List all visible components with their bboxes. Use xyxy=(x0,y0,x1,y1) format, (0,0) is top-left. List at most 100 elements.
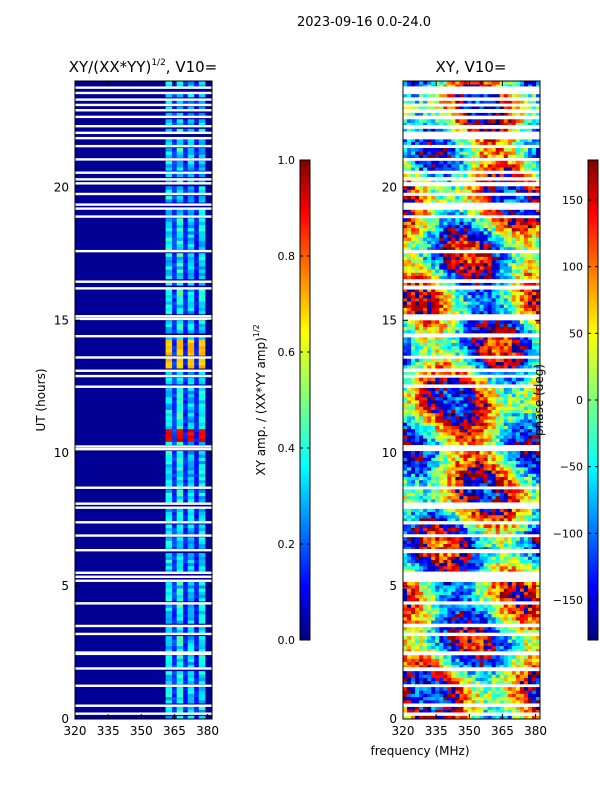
phase-heatmap-cell xyxy=(427,495,432,500)
phase-heatmap-cell xyxy=(467,696,472,701)
phase-heatmap-cell xyxy=(503,530,509,535)
phase-heatmap-cell xyxy=(515,648,521,653)
amp-heatmap-cell xyxy=(172,240,177,245)
phase-heatmap-cell xyxy=(423,380,428,385)
phase-heatmap-cell xyxy=(519,616,525,621)
amp-heatmap-cell xyxy=(183,610,188,615)
phase-heatmap-cell xyxy=(487,514,493,519)
phase-heatmap-cell xyxy=(527,380,533,385)
phase-heatmap-cell xyxy=(435,371,440,375)
phase-heatmap-cell xyxy=(499,476,505,481)
phase-heatmap-cell xyxy=(499,457,505,462)
phase-heatmap-cell xyxy=(459,655,464,659)
phase-heatmap-cell xyxy=(463,581,468,586)
phase-heatmap-cell xyxy=(523,441,529,446)
phase-heatmap-cell xyxy=(515,431,521,436)
phase-heatmap-cell xyxy=(503,613,509,618)
phase-heatmap-cell xyxy=(483,680,489,685)
phase-heatmap-cell xyxy=(535,390,540,395)
phase-heatmap-cell xyxy=(507,393,513,398)
phase-heatmap-cell xyxy=(475,604,480,608)
phase-heatmap-cell xyxy=(455,345,460,350)
phase-heatmap-cell xyxy=(507,709,513,714)
amp-gap-line xyxy=(75,521,212,524)
phase-heatmap-cell xyxy=(523,661,529,666)
phase-heatmap-cell xyxy=(499,518,505,522)
phase-heatmap-cell xyxy=(531,527,537,532)
phase-heatmap-cell xyxy=(471,591,476,595)
phase-heatmap-cell xyxy=(451,457,456,462)
phase-heatmap-cell xyxy=(503,406,509,410)
phase-heatmap-cell xyxy=(439,706,444,710)
phase-heatmap-cell xyxy=(415,626,420,631)
phase-heatmap-cell xyxy=(447,479,452,484)
amp-heatmap-cell xyxy=(198,438,206,442)
amp-heatmap-cell xyxy=(183,259,188,264)
phase-heatmap-cell xyxy=(487,597,493,602)
phase-heatmap-cell xyxy=(435,715,440,719)
phase-heatmap-cell xyxy=(455,648,460,653)
phase-heatmap-cell xyxy=(419,588,424,592)
phase-heatmap-cell xyxy=(463,610,468,615)
amp-heatmap-cell xyxy=(187,173,195,178)
phase-heatmap-cell xyxy=(515,636,521,640)
phase-heatmap-cell xyxy=(411,288,416,292)
phase-heatmap-cell xyxy=(535,281,540,286)
phase-heatmap-cell xyxy=(531,431,537,436)
phase-heatmap-cell xyxy=(519,642,525,647)
phase-heatmap-cell xyxy=(407,553,412,557)
phase-heatmap-cell xyxy=(447,537,452,541)
amp-heatmap-cell xyxy=(198,537,206,541)
phase-heatmap-cell xyxy=(407,569,412,573)
phase-heatmap-cell xyxy=(531,588,537,592)
phase-heatmap-cell xyxy=(471,655,476,659)
phase-heatmap-cell xyxy=(527,581,533,586)
phase-heatmap-cell xyxy=(519,336,525,340)
phase-heatmap-cell xyxy=(439,585,444,589)
phase-heatmap-cell xyxy=(431,655,436,659)
phase-heatmap-cell xyxy=(415,320,420,324)
phase-heatmap-cell xyxy=(491,626,497,631)
phase-heatmap-cell xyxy=(479,473,484,477)
phase-heatmap-cell xyxy=(471,425,476,430)
phase-heatmap-cell xyxy=(459,479,464,484)
phase-heatmap-cell xyxy=(523,553,529,557)
phase-heatmap-cell xyxy=(491,466,497,471)
phase-heatmap-cell xyxy=(419,457,424,462)
phase-heatmap-cell xyxy=(403,588,408,592)
phase-heatmap-cell xyxy=(451,345,456,350)
phase-heatmap-cell xyxy=(431,546,436,551)
amp-heatmap-cell xyxy=(183,377,188,382)
phase-heatmap-cell xyxy=(411,508,416,513)
phase-heatmap-cell xyxy=(419,336,424,340)
phase-heatmap-cell xyxy=(447,419,452,423)
phase-heatmap-cell xyxy=(495,406,501,410)
phase-heatmap-cell xyxy=(515,562,521,567)
phase-heatmap-cell xyxy=(511,288,517,292)
amp-heatmap-cell xyxy=(172,524,177,528)
phase-heatmap-cell xyxy=(423,680,428,685)
phase-heatmap-cell xyxy=(451,540,456,544)
phase-heatmap-cell xyxy=(499,594,505,599)
amp-heatmap-cell xyxy=(165,687,173,691)
phase-heatmap-cell xyxy=(443,620,448,624)
phase-heatmap-cell xyxy=(471,323,476,328)
phase-heatmap-cell xyxy=(535,482,540,487)
amp-heatmap-cell xyxy=(172,186,177,190)
phase-heatmap-cell xyxy=(487,438,493,442)
amp-heatmap-cell xyxy=(194,680,199,685)
amp-heatmap-cell xyxy=(194,441,199,446)
phase-heatmap-cell xyxy=(507,543,513,548)
phase-heatmap-cell xyxy=(455,451,460,455)
phase-heatmap-cell xyxy=(463,406,468,410)
amp-heatmap-cell xyxy=(187,696,195,701)
phase-heatmap-cell xyxy=(407,616,412,621)
phase-heatmap-cell xyxy=(411,281,416,286)
amp-heatmap-cell xyxy=(194,371,199,375)
phase-heatmap-cell xyxy=(447,495,452,500)
amp-heatmap-cell xyxy=(187,648,195,653)
phase-heatmap-cell xyxy=(475,518,480,522)
phase-heatmap-cell xyxy=(427,677,432,682)
phase-heatmap-cell xyxy=(455,553,460,557)
phase-heatmap-cell xyxy=(427,537,432,541)
